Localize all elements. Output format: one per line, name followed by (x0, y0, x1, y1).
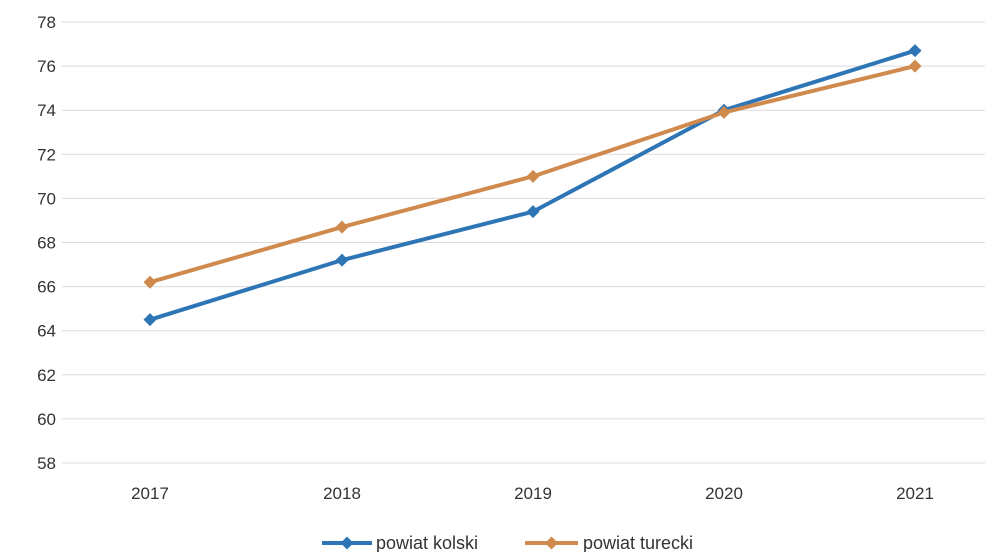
y-tick-label: 78 (37, 13, 56, 32)
y-tick-label: 68 (37, 234, 56, 253)
y-tick-label: 72 (37, 145, 56, 164)
y-tick-label: 62 (37, 366, 56, 385)
legend-label: powiat kolski (376, 533, 478, 552)
y-tick-label: 60 (37, 410, 56, 429)
x-axis-tick-labels: 2017 2018 2019 2020 2021 (131, 484, 934, 503)
series-group (143, 44, 922, 327)
legend: powiat kolski powiat turecki (322, 533, 693, 552)
data-point-marker (717, 105, 731, 119)
y-tick-label: 74 (37, 101, 56, 120)
data-point-marker (526, 205, 540, 219)
legend-label: powiat turecki (583, 533, 693, 552)
y-tick-label: 66 (37, 278, 56, 297)
y-tick-label: 58 (37, 454, 56, 473)
x-tick-label: 2019 (514, 484, 552, 503)
data-point-marker (335, 253, 349, 267)
data-point-marker (526, 169, 540, 183)
x-tick-label: 2020 (705, 484, 743, 503)
series-line-0 (148, 48, 917, 322)
y-axis-tick-labels: 58 60 62 64 66 68 70 72 74 76 78 (37, 13, 56, 473)
legend-swatch-marker (545, 536, 558, 550)
gridlines (62, 21, 985, 464)
legend-swatch-marker (340, 536, 354, 550)
data-point-marker (143, 313, 157, 327)
x-tick-label: 2017 (131, 484, 169, 503)
y-tick-label: 76 (37, 57, 56, 76)
data-point-marker (143, 275, 157, 289)
y-tick-label: 64 (37, 322, 56, 341)
x-tick-label: 2018 (323, 484, 361, 503)
data-point-marker (908, 59, 922, 73)
x-tick-label: 2021 (896, 484, 934, 503)
data-point-marker (908, 44, 922, 58)
data-point-marker (335, 220, 349, 234)
y-tick-label: 70 (37, 189, 56, 208)
